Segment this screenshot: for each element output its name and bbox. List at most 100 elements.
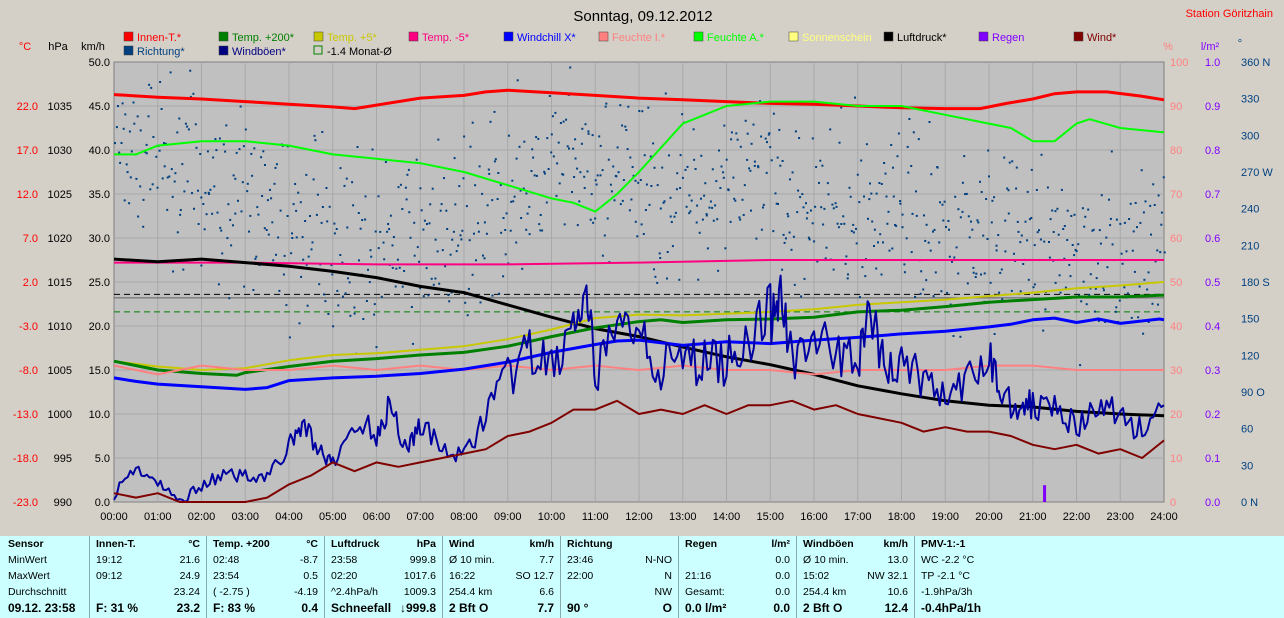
direction-point: [297, 191, 300, 194]
direction-point: [930, 173, 933, 176]
direction-point: [688, 194, 691, 197]
direction-point: [717, 269, 720, 272]
direction-point: [315, 213, 318, 216]
direction-point: [625, 129, 628, 131]
direction-point: [523, 140, 526, 143]
direction-point: [1097, 262, 1099, 265]
table-row: -1.9hPa/3h: [915, 584, 1035, 600]
direction-point: [1011, 160, 1014, 163]
direction-point: [928, 121, 931, 123]
direction-point: [277, 236, 280, 239]
direction-point: [152, 136, 155, 138]
direction-point: [966, 282, 969, 285]
direction-point: [364, 218, 367, 221]
direction-point: [295, 209, 298, 212]
direction-point: [1156, 249, 1159, 252]
rain-tick-label: 0.8: [1205, 145, 1220, 157]
x-tick-label: 04:00: [275, 511, 303, 523]
direction-point: [785, 237, 787, 240]
direction-point: [793, 283, 796, 286]
direction-point: [599, 174, 602, 177]
direction-point: [666, 277, 668, 280]
wind-tick-label: 45.0: [89, 101, 110, 113]
direction-point: [562, 173, 565, 176]
direction-point: [409, 236, 412, 239]
humidity-tick-label: 70: [1170, 189, 1182, 201]
table-row: ( -2.75 ) -4.19: [207, 584, 324, 600]
table-column-sensor: Sensor MinWert MaxWert Durchschnitt 09.12. 2…: [7, 536, 89, 618]
direction-point: [1083, 225, 1086, 228]
direction-point: [193, 207, 195, 210]
direction-point: [837, 226, 840, 229]
direction-point: [985, 198, 988, 200]
direction-point: [739, 218, 742, 221]
direction-point: [194, 123, 197, 126]
direction-point: [1077, 243, 1080, 246]
direction-point: [373, 303, 376, 306]
direction-point: [226, 237, 229, 240]
table-cell-label: Richtung: [567, 538, 613, 550]
direction-point: [125, 163, 128, 166]
direction-point: [525, 192, 528, 195]
direction-point: [197, 189, 199, 192]
direction-point: [397, 186, 400, 189]
direction-point: [122, 127, 125, 130]
direction-point: [562, 120, 565, 123]
direction-point: [858, 201, 861, 204]
direction-point: [798, 137, 801, 139]
direction-point: [1136, 226, 1138, 229]
humidity-tick-label: 60: [1170, 233, 1182, 245]
direction-point: [647, 106, 650, 109]
direction-point: [980, 273, 982, 276]
direction-point: [434, 238, 437, 241]
x-tick-label: 00:00: [100, 511, 128, 523]
direction-point: [451, 238, 454, 241]
direction-tick-label: 150: [1241, 314, 1259, 326]
direction-point: [399, 183, 402, 186]
direction-point: [380, 295, 383, 298]
wind-tick-label: 15.0: [89, 365, 110, 377]
direction-point: [135, 177, 138, 180]
table-cell-label: Temp. +200: [213, 538, 270, 550]
direction-point: [786, 212, 789, 215]
direction-point: [1064, 286, 1067, 289]
direction-point: [941, 203, 944, 206]
direction-point: [160, 108, 163, 110]
series-line: [114, 259, 1164, 266]
direction-point: [139, 185, 142, 188]
table-cell-value: NW: [654, 586, 673, 598]
direction-point: [1159, 251, 1162, 254]
direction-point: [367, 268, 369, 271]
direction-point: [1110, 150, 1113, 153]
direction-point: [615, 175, 618, 178]
direction-point: [174, 172, 177, 175]
direction-point: [716, 218, 719, 221]
direction-point: [241, 181, 244, 184]
direction-point: [681, 176, 684, 179]
direction-point: [1138, 285, 1141, 288]
table-header-cell: PMV-1:-1: [915, 536, 1035, 552]
direction-point: [191, 192, 193, 195]
humidity-unit-label: %: [1163, 41, 1173, 53]
direction-point: [906, 145, 909, 148]
direction-point: [374, 230, 377, 233]
direction-point: [1060, 188, 1063, 191]
table-row: 0.0: [679, 552, 796, 568]
direction-point: [743, 184, 746, 187]
table-cell-label: Luftdruck: [331, 538, 380, 550]
direction-point: [1038, 229, 1040, 232]
direction-point: [155, 155, 158, 158]
direction-point: [808, 238, 811, 241]
direction-point: [892, 166, 894, 169]
table-row: 23:54 0.5: [207, 568, 324, 584]
rain-tick-label: 0.4: [1205, 321, 1220, 333]
direction-point: [318, 283, 321, 286]
direction-point: [722, 171, 725, 174]
direction-point: [693, 158, 696, 161]
direction-point: [550, 133, 553, 136]
direction-point: [471, 121, 474, 124]
direction-point: [1039, 238, 1042, 241]
direction-point: [753, 160, 756, 163]
direction-point: [727, 189, 730, 192]
direction-point: [920, 270, 923, 273]
